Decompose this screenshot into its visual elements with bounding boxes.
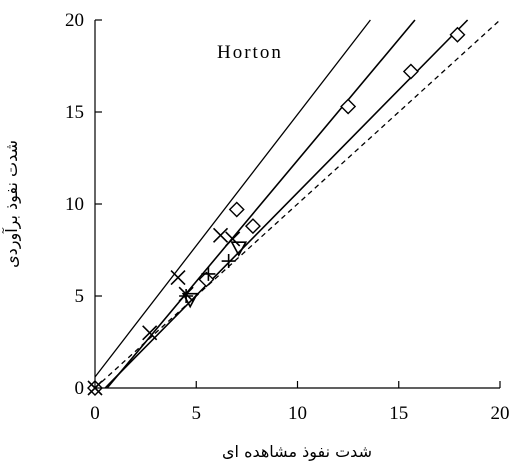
point-x-1 — [142, 325, 158, 341]
point-diamond-3 — [244, 218, 261, 235]
point-diamond-4 — [340, 98, 357, 115]
y-tick-label-3: 15 — [65, 102, 84, 123]
point-diamond-6 — [449, 26, 466, 43]
ticks-layer: 0 5 10 15 20 0 5 10 15 20 — [65, 10, 510, 424]
point-plus-2 — [221, 254, 236, 269]
y-tick-label-4: 20 — [65, 10, 84, 31]
fit-line-x — [94, 19, 371, 378]
point-x-5 — [225, 231, 241, 247]
point-diamond-5 — [402, 63, 419, 80]
markers-layer — [87, 26, 466, 396]
x-axis-title: شدت نفوذ مشاهده ای — [222, 442, 372, 462]
y-axis-title: شدت نفوذ برآوردی — [2, 140, 22, 268]
y-tick-label-1: 5 — [75, 286, 85, 307]
fit-line-triangle-down — [106, 19, 416, 389]
x-tick-label-1: 5 — [192, 403, 202, 424]
reference-line-layer — [94, 19, 501, 389]
point-plus-0 — [179, 289, 194, 303]
point-diamond-1 — [198, 271, 215, 288]
point-triangle-down-1 — [230, 241, 248, 257]
point-x-4 — [212, 227, 229, 243]
y-tick-label-0: 0 — [75, 378, 85, 399]
fit-lines-layer — [94, 19, 469, 389]
fit-line-diamond — [104, 19, 469, 389]
y-tick-label-2: 10 — [65, 194, 84, 215]
x-tick-label-2: 10 — [288, 403, 307, 424]
reference-line — [94, 19, 501, 389]
point-diamond-2 — [228, 201, 245, 218]
point-x-2 — [170, 270, 186, 286]
point-plus-1 — [201, 266, 216, 281]
chart-annotation: Horton — [217, 42, 283, 63]
x-tick-label-4: 20 — [491, 403, 510, 424]
x-tick-label-0: 0 — [90, 403, 100, 424]
x-tick-label-3: 15 — [389, 403, 408, 424]
